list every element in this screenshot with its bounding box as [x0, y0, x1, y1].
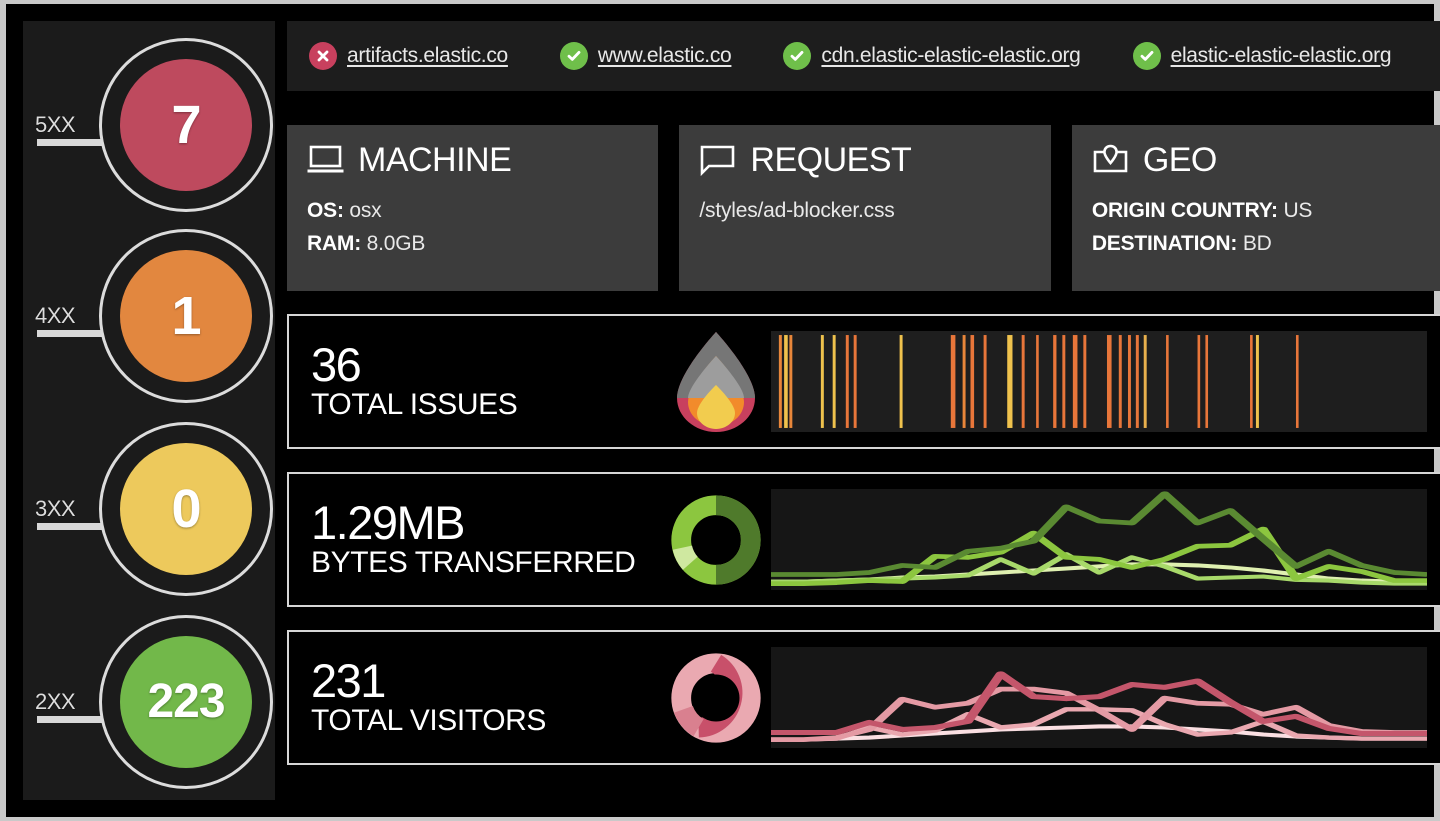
card-line-label: OS:	[307, 199, 344, 222]
donut-green-icon	[661, 493, 771, 587]
host-item[interactable]: cdn.elastic-elastic-elastic.org	[783, 42, 1081, 70]
host-link[interactable]: cdn.elastic-elastic-elastic.org	[821, 44, 1081, 67]
host-link[interactable]: www.elastic.co	[597, 44, 732, 67]
map-pin-icon	[1092, 144, 1143, 176]
total-visitors-panel[interactable]: 231 TOTAL VISITORS	[287, 630, 1440, 765]
status-group-4xx[interactable]: 4XX 1	[23, 218, 275, 413]
dashboard-frame: 5XX 7 4XX 1 3XX 0 2XX 223	[6, 4, 1440, 817]
status-ring: 1	[99, 228, 273, 403]
status-leader-line	[37, 522, 123, 530]
machine-card: MACHINE OS: osx RAM: 8.0GB	[287, 125, 659, 291]
speech-bubble-icon	[699, 144, 750, 176]
visitors-line-chart	[771, 647, 1428, 748]
status-leader-line	[37, 138, 123, 146]
card-line-label: RAM:	[307, 231, 362, 255]
card-line-value: /styles/ad-blocker.css	[699, 199, 895, 222]
status-group-label: 4XX	[35, 302, 76, 328]
status-count-disc: 0	[120, 442, 252, 575]
request-card: REQUEST /styles/ad-blocker.css	[679, 125, 1051, 291]
status-code-sidebar: 5XX 7 4XX 1 3XX 0 2XX 223	[23, 21, 275, 800]
card-title: GEO	[1142, 141, 1218, 179]
metric-value: 231	[311, 654, 386, 708]
card-line-value: US	[1277, 199, 1313, 222]
host-status-bar: artifacts.elastic.co www.elastic.co cdn.…	[287, 21, 1440, 91]
host-item[interactable]: elastic-elastic-elastic.org	[1132, 42, 1392, 70]
card-line-value: BD	[1237, 231, 1272, 255]
card-line: ORIGIN COUNTRY: US	[1092, 195, 1423, 228]
status-leader-line	[37, 329, 123, 337]
card-line-label: DESTINATION:	[1091, 231, 1238, 255]
status-group-2xx[interactable]: 2XX 223	[23, 604, 275, 799]
metric-block: 1.29MB BYTES TRANSFERRED	[311, 499, 661, 579]
card-header: GEO	[1092, 143, 1423, 177]
status-group-label: 3XX	[35, 495, 76, 521]
status-group-3xx[interactable]: 3XX 0	[23, 411, 275, 606]
check-circle-icon	[1132, 42, 1161, 70]
total-issues-panel[interactable]: 36 TOTAL ISSUES	[287, 314, 1440, 449]
donut-pink-icon	[661, 651, 771, 745]
card-line: RAM: 8.0GB	[307, 228, 638, 261]
geo-card: GEO ORIGIN COUNTRY: US DESTINATION: BD	[1071, 125, 1440, 291]
status-group-5xx[interactable]: 5XX 7	[23, 27, 275, 222]
card-line-label: ORIGIN COUNTRY:	[1091, 199, 1278, 222]
card-header: MACHINE	[307, 143, 638, 177]
host-item[interactable]: www.elastic.co	[559, 42, 732, 70]
card-line: DESTINATION: BD	[1092, 228, 1423, 261]
metric-label: BYTES TRANSFERRED	[311, 546, 636, 580]
metric-value: 36	[311, 338, 362, 392]
metric-block: 36 TOTAL ISSUES	[311, 341, 661, 421]
card-title: MACHINE	[358, 141, 512, 179]
host-link[interactable]: elastic-elastic-elastic.org	[1170, 44, 1392, 67]
status-count-disc: 7	[120, 58, 252, 191]
status-group-label: 2XX	[35, 688, 76, 714]
laptop-icon	[307, 144, 358, 176]
metric-label: TOTAL VISITORS	[311, 704, 547, 738]
host-link[interactable]: artifacts.elastic.co	[347, 44, 508, 67]
metric-value: 1.29MB	[311, 496, 465, 550]
main-column: artifacts.elastic.co www.elastic.co cdn.…	[287, 21, 1440, 817]
status-count-disc: 223	[120, 635, 252, 768]
metric-block: 231 TOTAL VISITORS	[311, 657, 661, 737]
card-line-value: 8.0GB	[361, 231, 426, 255]
status-leader-line	[37, 715, 123, 723]
card-line: /styles/ad-blocker.css	[699, 195, 1030, 228]
status-count-disc: 1	[120, 249, 252, 382]
check-circle-icon	[559, 42, 588, 70]
status-ring: 0	[99, 421, 273, 596]
flame-icon	[661, 330, 771, 434]
card-header: REQUEST	[699, 143, 1030, 177]
card-title: REQUEST	[750, 141, 912, 179]
card-line-value: osx	[343, 199, 382, 222]
bytes-line-chart	[771, 489, 1428, 590]
issues-barcode-chart	[771, 331, 1428, 432]
metric-label: TOTAL ISSUES	[311, 388, 518, 422]
status-ring: 7	[99, 37, 273, 212]
info-cards-row: MACHINE OS: osx RAM: 8.0GB REQUEST	[287, 125, 1440, 291]
x-circle-icon	[309, 42, 337, 70]
card-line: OS: osx	[307, 195, 638, 228]
status-group-label: 5XX	[35, 111, 76, 137]
status-ring: 223	[99, 614, 273, 789]
check-circle-icon	[783, 42, 812, 70]
bytes-transferred-panel[interactable]: 1.29MB BYTES TRANSFERRED	[287, 472, 1440, 607]
host-item[interactable]: artifacts.elastic.co	[309, 42, 508, 70]
